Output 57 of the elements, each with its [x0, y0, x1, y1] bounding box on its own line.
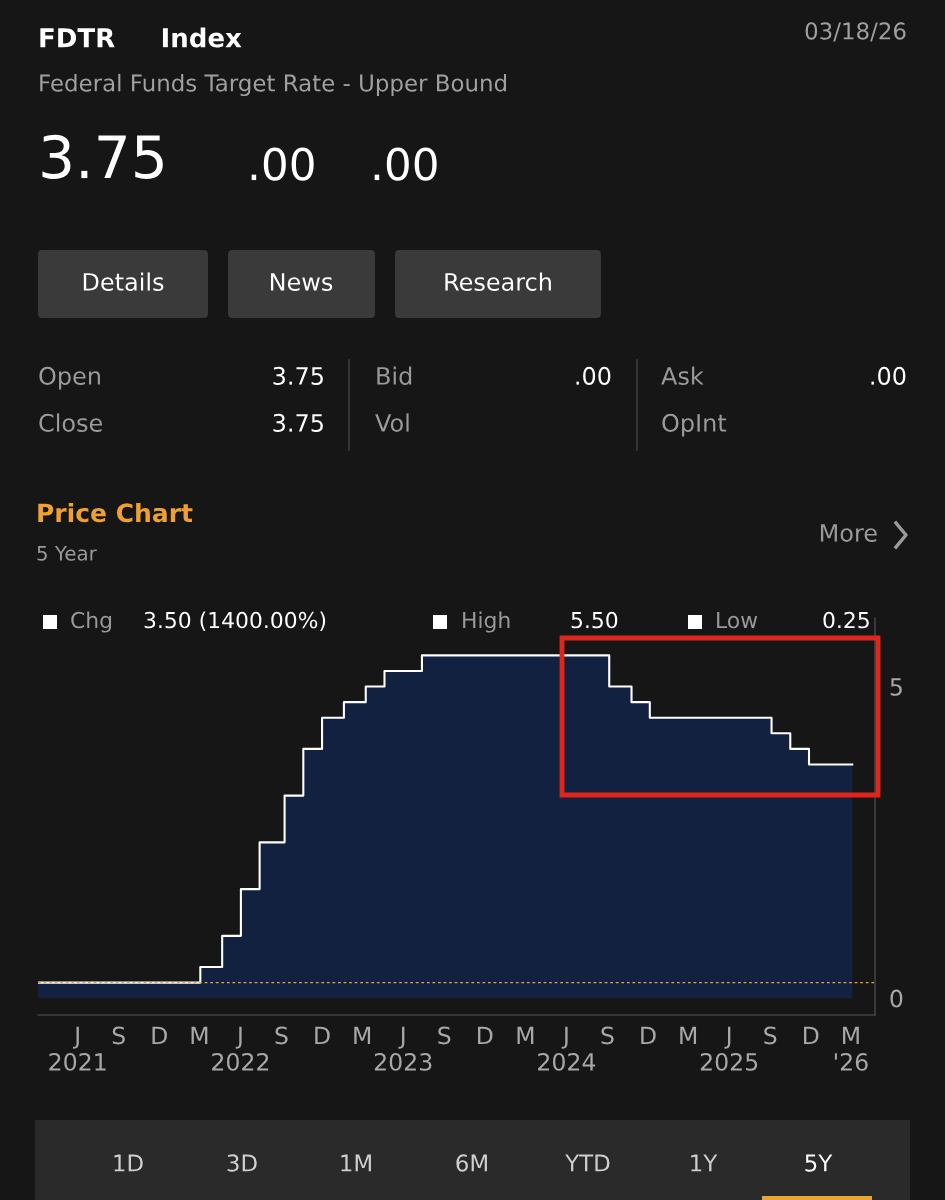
text: Details	[83, 272, 164, 291]
text: Vol	[375, 413, 409, 432]
x-tick-label: D	[315, 1026, 330, 1045]
x-tick-label: J 2025	[700, 1026, 758, 1071]
text: YTD	[565, 1154, 610, 1172]
text: 5 Year	[37, 546, 97, 561]
chart-title: FDTR Index	[40, 27, 242, 48]
annotation: Low	[717, 612, 758, 629]
x-tick-label: D	[152, 1026, 167, 1045]
x-tick-label: J 2022	[212, 1026, 269, 1071]
annotation: 0.25	[823, 611, 869, 629]
text: News	[270, 273, 333, 291]
x-tick-label: D	[478, 1026, 493, 1045]
text: Price Chart	[38, 502, 193, 523]
x-tick-label: M	[354, 1026, 371, 1045]
x-tick-label: M '26	[834, 1026, 868, 1071]
x-tick-label: M	[191, 1026, 208, 1045]
x-tick-label: S	[275, 1026, 288, 1045]
x-tick-label: D	[641, 1026, 656, 1045]
x-tick-label: M	[680, 1026, 697, 1045]
text: 3.75	[273, 413, 323, 432]
x-tick-label: S	[112, 1026, 125, 1045]
text: 1M	[341, 1154, 371, 1172]
text: 6M	[456, 1154, 487, 1172]
x-tick-label: D	[804, 1026, 819, 1045]
text: 1Y	[691, 1154, 718, 1172]
x-tick-label: S	[601, 1026, 614, 1045]
text: Bid	[377, 366, 412, 385]
text: 3.75	[273, 366, 323, 385]
text: Close	[39, 413, 102, 432]
text: .00	[871, 366, 906, 385]
annotation: Chg	[71, 611, 112, 633]
text: 5Y	[805, 1154, 833, 1172]
chart-subtitle: Federal Funds Target Rate - Upper Bound	[40, 73, 507, 97]
text: Ask	[661, 366, 704, 385]
x-tick-label: M	[517, 1026, 534, 1045]
text: Open	[39, 366, 100, 390]
text: .00	[251, 147, 314, 181]
x-tick-label: J 2021	[49, 1026, 106, 1071]
x-tick-label: J 2024	[538, 1026, 596, 1071]
y-tick-label: 0	[890, 989, 903, 1008]
x-tick-label: S	[438, 1026, 451, 1045]
text: 03/18/26	[805, 22, 906, 42]
text: Research	[445, 272, 551, 291]
annotation: High	[463, 611, 510, 633]
annotation: 3.50 (1400.00%)	[144, 611, 326, 631]
x-tick-label: S	[764, 1026, 777, 1045]
text: .00	[374, 147, 437, 181]
text: OpInt	[662, 413, 727, 437]
text: 3.75	[42, 134, 163, 179]
text: 1D	[114, 1154, 143, 1172]
annotation: 5.50	[571, 611, 618, 629]
x-tick-label: J 2023	[374, 1026, 432, 1071]
y-tick-label: 5	[890, 678, 902, 696]
text: More	[820, 524, 877, 542]
text: 3D	[227, 1154, 257, 1172]
text: .00	[576, 366, 611, 385]
